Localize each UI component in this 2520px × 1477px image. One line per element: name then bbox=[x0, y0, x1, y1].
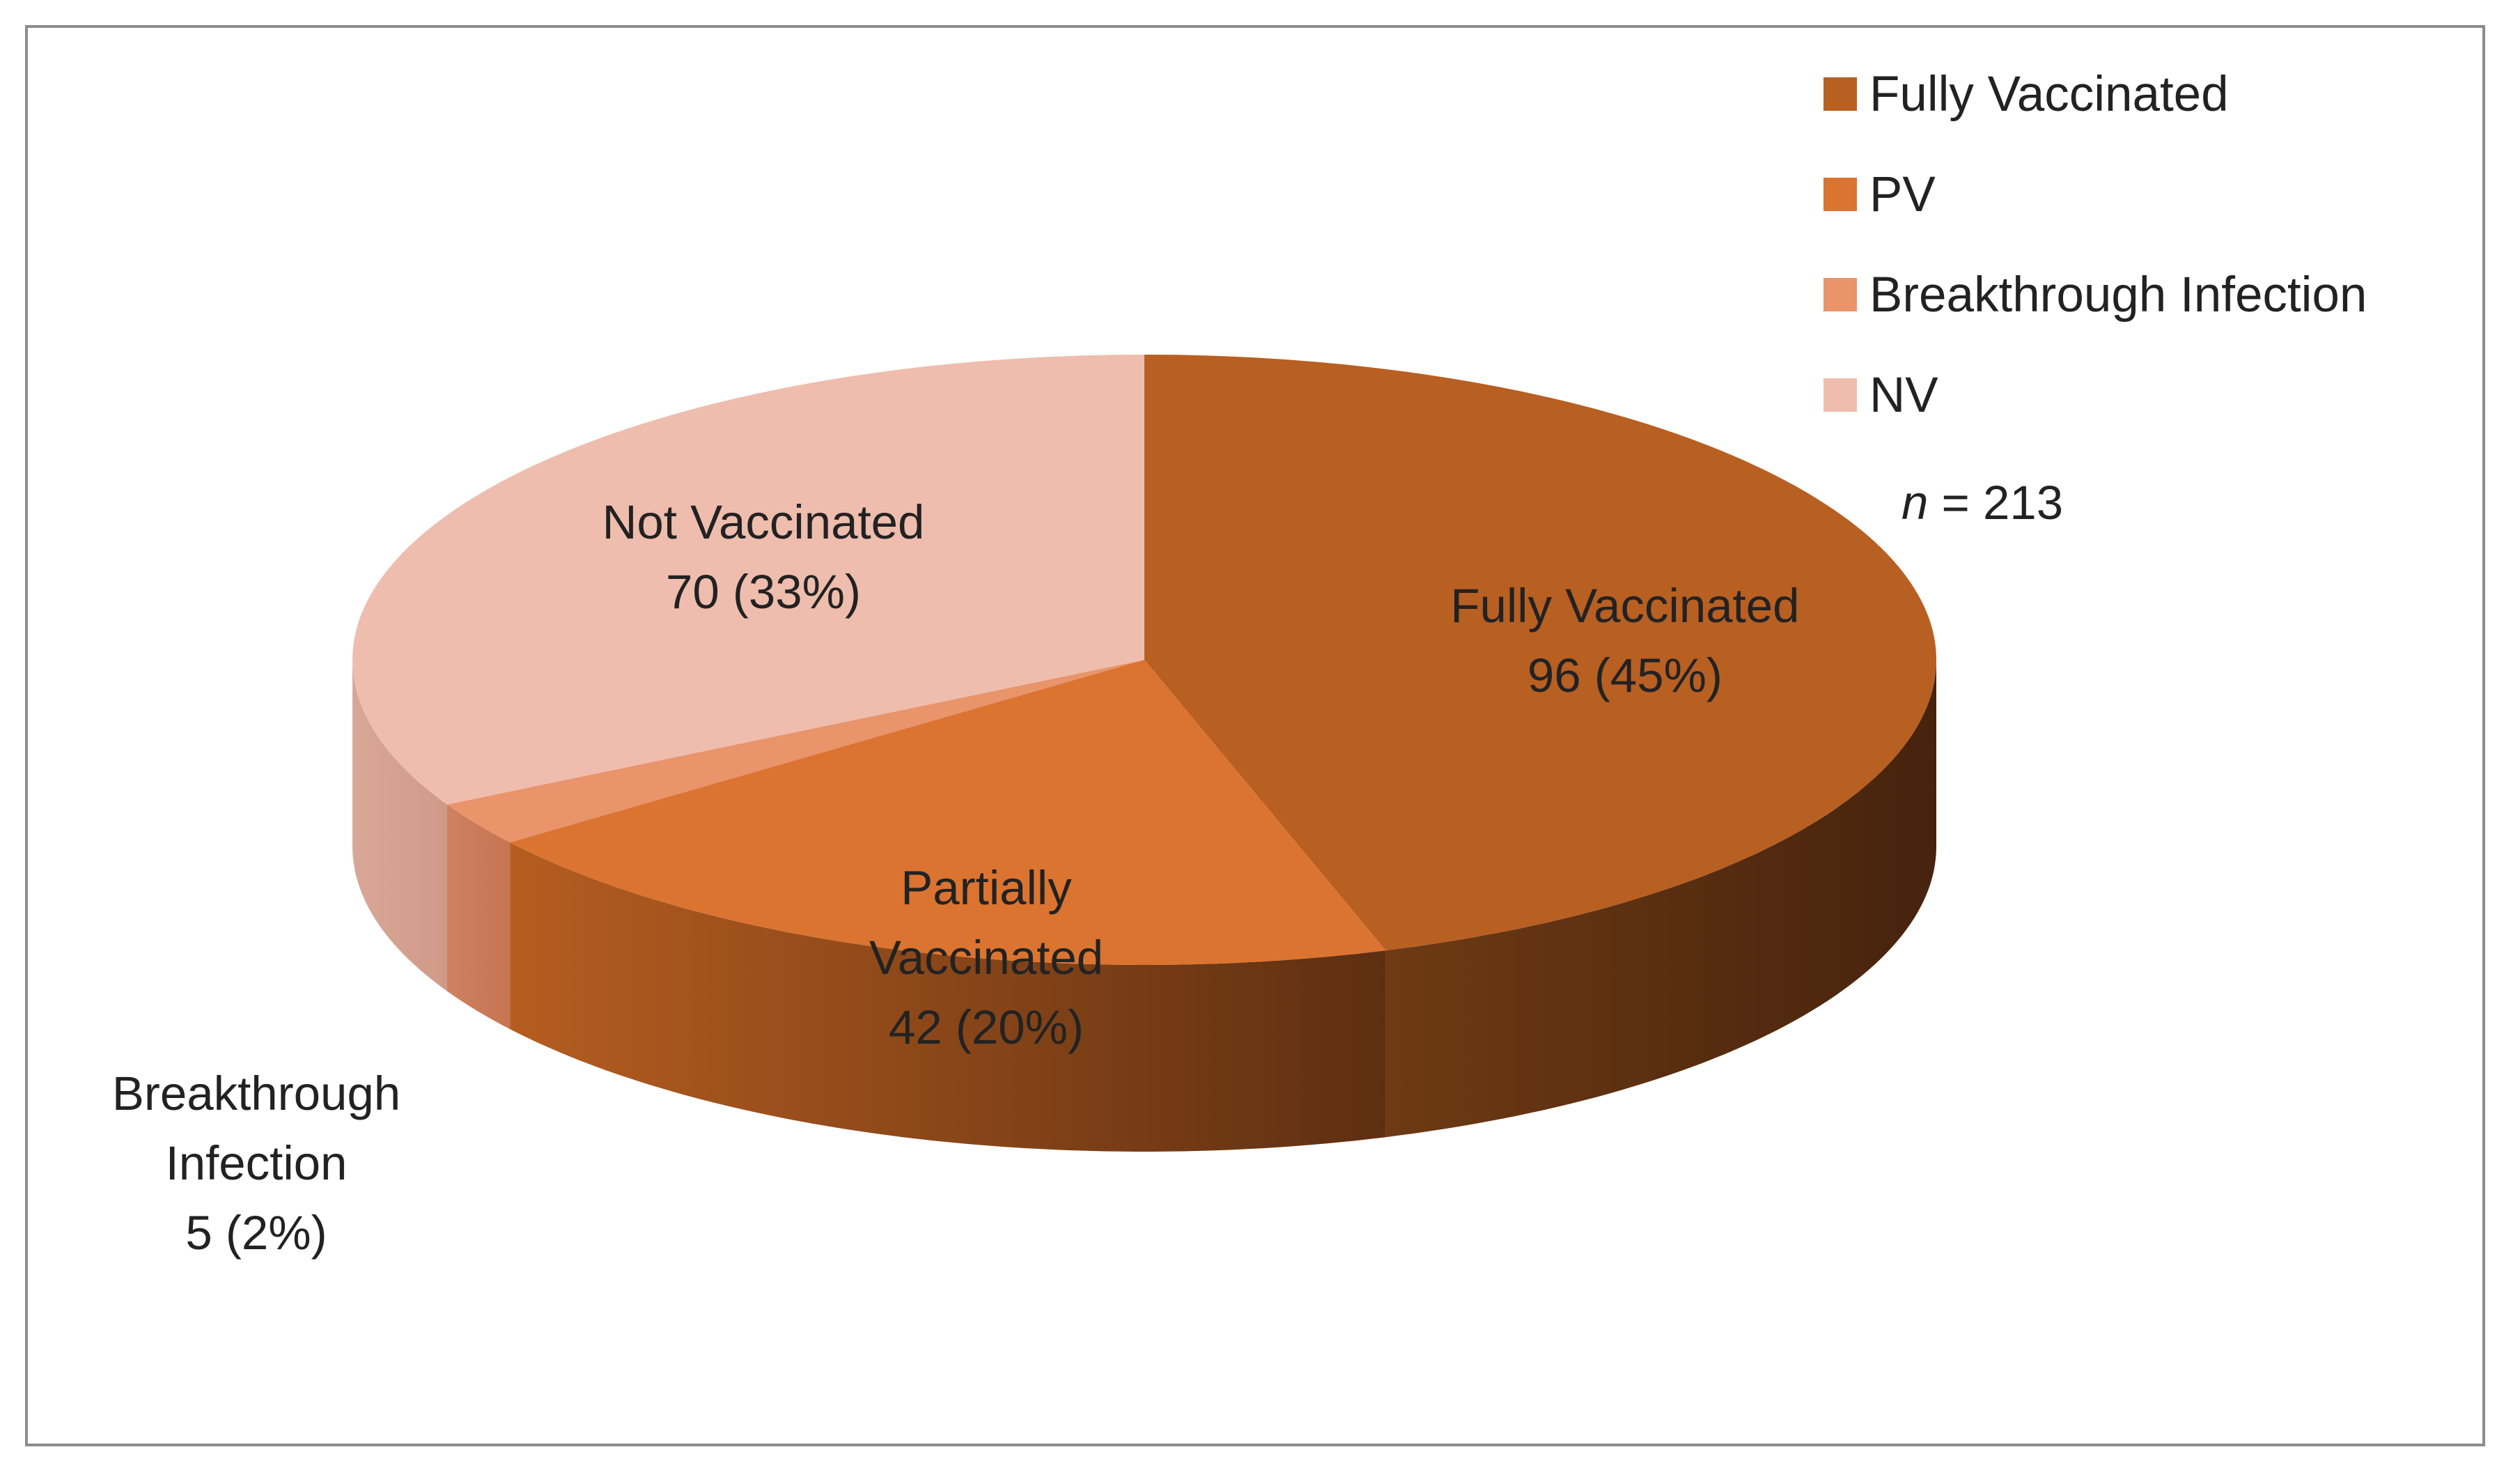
pie-side-not-vaccinated bbox=[352, 660, 447, 991]
data-label-line: Vaccinated bbox=[869, 931, 1104, 984]
legend-item-breakthrough-infection: Breakthrough Infection bbox=[1823, 267, 2367, 323]
legend-swatch bbox=[1823, 178, 1857, 211]
legend-item-fully-vaccinated: Fully Vaccinated bbox=[1823, 66, 2229, 122]
pie-side-fully-vaccinated bbox=[1385, 660, 1936, 1138]
pie-slice-fully-vaccinated bbox=[1144, 355, 1936, 951]
legend-label: NV bbox=[1869, 367, 1938, 423]
data-label-line: Not Vaccinated bbox=[602, 495, 925, 549]
data-label-line: Partially bbox=[901, 861, 1072, 915]
data-label-not-vaccinated: Not Vaccinated 70 (33%) bbox=[602, 488, 925, 627]
data-label-line: Breakthrough bbox=[111, 1067, 401, 1120]
sample-size-value: = 213 bbox=[1941, 476, 2064, 529]
data-label-line: 70 (33%) bbox=[666, 565, 861, 619]
legend-item-not-vaccinated: NV bbox=[1823, 367, 1938, 423]
sample-size-annotation: n = 213 bbox=[1901, 475, 2063, 530]
legend-swatch bbox=[1823, 378, 1857, 412]
data-label-partially-vaccinated: Partially Vaccinated 42 (20%) bbox=[869, 853, 1103, 1062]
pie-side-breakthrough-infection bbox=[447, 804, 511, 1030]
data-label-fully-vaccinated: Fully Vaccinated 96 (45%) bbox=[1450, 571, 1799, 711]
pie-slice-partially-vaccinated bbox=[510, 660, 1386, 965]
data-label-line: 42 (20%) bbox=[889, 1000, 1084, 1054]
pie-side-partially-vaccinated bbox=[510, 842, 1386, 1152]
legend-label: Fully Vaccinated bbox=[1869, 66, 2229, 122]
pie-slice-breakthrough-infection bbox=[447, 660, 1144, 843]
pie-slice-not-vaccinated bbox=[352, 355, 1144, 805]
data-label-line: 96 (45%) bbox=[1527, 649, 1722, 702]
legend-swatch bbox=[1823, 278, 1857, 311]
data-label-line: Fully Vaccinated bbox=[1450, 579, 1800, 633]
data-label-line: Infection bbox=[165, 1136, 348, 1190]
legend-label: Breakthrough Infection bbox=[1869, 267, 2367, 323]
legend-swatch bbox=[1823, 77, 1857, 111]
sample-size-symbol: n bbox=[1901, 476, 1929, 529]
data-label-line: 5 (2%) bbox=[185, 1206, 327, 1260]
legend-item-partially-vaccinated: PV bbox=[1823, 167, 1936, 222]
legend-label: PV bbox=[1869, 167, 1936, 222]
data-label-breakthrough-infection: Breakthrough Infection 5 (2%) bbox=[112, 1059, 400, 1268]
